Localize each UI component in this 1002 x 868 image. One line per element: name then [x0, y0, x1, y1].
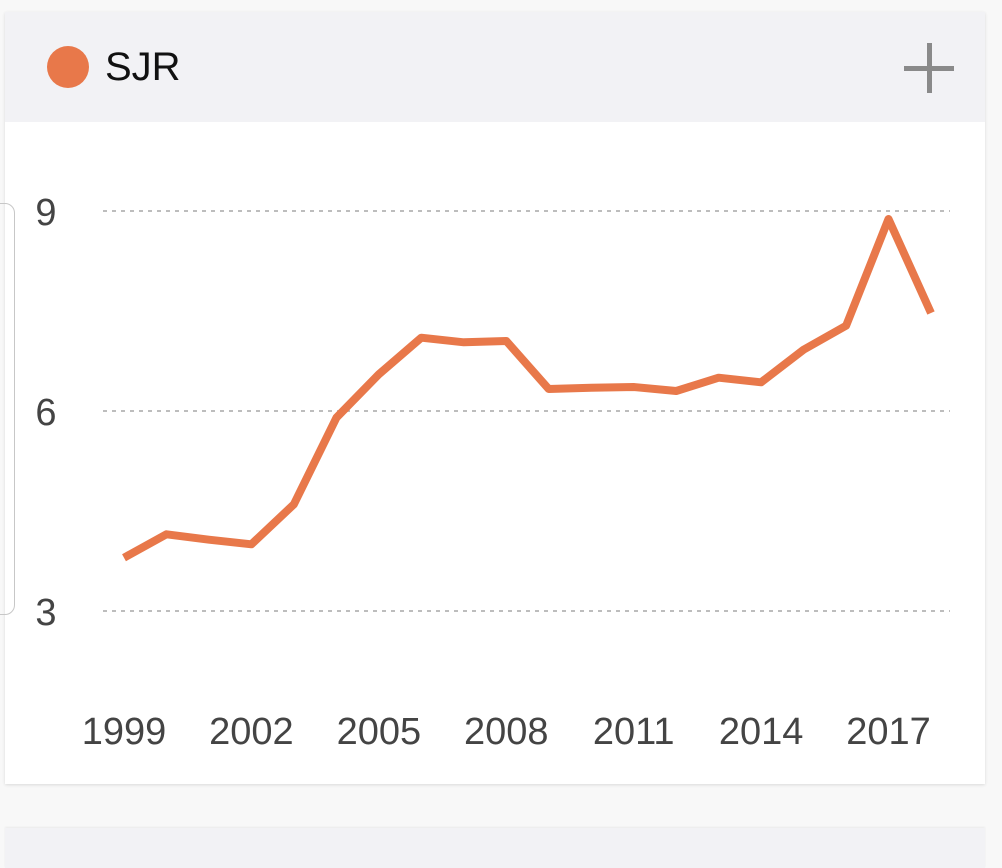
side-scroll-tab[interactable]: [0, 203, 15, 615]
grid-lines: [103, 210, 950, 612]
x-tick-label: 2002: [209, 711, 294, 753]
y-tick-label: 3: [35, 592, 56, 634]
card-header: SJR: [5, 12, 985, 122]
next-card: [5, 828, 985, 868]
sjr-chart-card: SJR: [5, 12, 985, 784]
x-tick-label: 2011: [593, 711, 675, 753]
y-tick-label: 9: [35, 192, 56, 234]
x-tick-label: 2005: [337, 711, 422, 753]
x-tick-label: 2017: [846, 711, 931, 753]
y-tick-label: 6: [35, 392, 56, 434]
legend-label: SJR: [105, 45, 181, 89]
y-axis-ticks: 9 6 3: [35, 192, 56, 634]
add-button[interactable]: [901, 40, 959, 98]
x-tick-label: 1999: [82, 711, 167, 753]
series-line-sjr: [122, 215, 935, 562]
x-tick-label: 2008: [464, 711, 549, 753]
legend-color-dot: [47, 46, 89, 88]
x-axis-ticks: 1999 2002 2005 2008 2011 2014 2017: [82, 711, 931, 753]
series-layer: [122, 215, 935, 562]
x-tick-label: 2014: [719, 711, 804, 753]
